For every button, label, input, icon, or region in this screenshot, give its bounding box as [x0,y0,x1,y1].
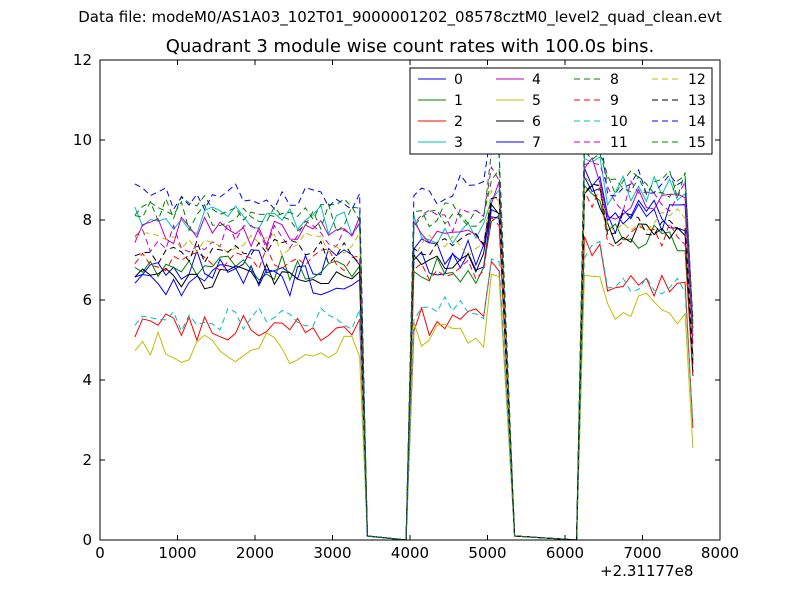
series-line-15 [134,141,694,541]
legend-label: 3 [454,135,463,151]
legend-label: 7 [532,135,541,151]
y-tick-label: 12 [73,51,92,69]
x-tick-label: 1000 [158,544,196,562]
series-line-14 [134,126,694,541]
legend-label: 6 [532,114,541,130]
x-tick-label: 8000 [701,544,739,562]
legend-label: 4 [532,72,541,88]
legend-label: 11 [610,135,628,151]
x-tick-label: 7000 [623,544,661,562]
x-tick-label: 3000 [313,544,351,562]
y-tick-label: 2 [82,451,92,469]
x-tick-label: 6000 [546,544,584,562]
legend-label: 13 [688,93,706,109]
chart-title: Quadrant 3 module wise count rates with … [165,36,655,57]
x-tick-label: 0 [95,544,105,562]
x-offset-label: +2.31177e8 [600,562,694,580]
legend-label: 5 [532,93,541,109]
series-lines [134,126,694,541]
legend-label: 9 [610,93,619,109]
y-tick-label: 6 [82,291,92,309]
legend-label: 15 [688,135,706,151]
legend-label: 0 [454,72,463,88]
legend-frame [409,67,713,155]
series-line-9 [134,185,694,541]
legend-label: 10 [610,114,628,130]
series-line-5 [134,273,694,541]
x-tick-label: 4000 [391,544,429,562]
x-tick-label: 5000 [468,544,506,562]
legend-label: 14 [688,114,706,130]
legend-label: 2 [454,114,463,130]
legend-label: 12 [688,72,706,88]
axis-ticks: 0 1000 2000 3000 4000 5000 6000 7000 80000246810… [73,51,739,562]
y-tick-label: 0 [82,531,92,549]
legend-label: 8 [610,72,619,88]
figure-suptitle: Data file: modeM0/AS1A03_102T01_90000012… [78,8,722,26]
y-tick-label: 10 [73,131,92,149]
x-tick-label: 2000 [236,544,274,562]
y-tick-label: 4 [82,371,92,389]
series-line-8 [134,149,694,541]
y-tick-label: 8 [82,211,92,229]
legend-label: 1 [454,93,463,109]
